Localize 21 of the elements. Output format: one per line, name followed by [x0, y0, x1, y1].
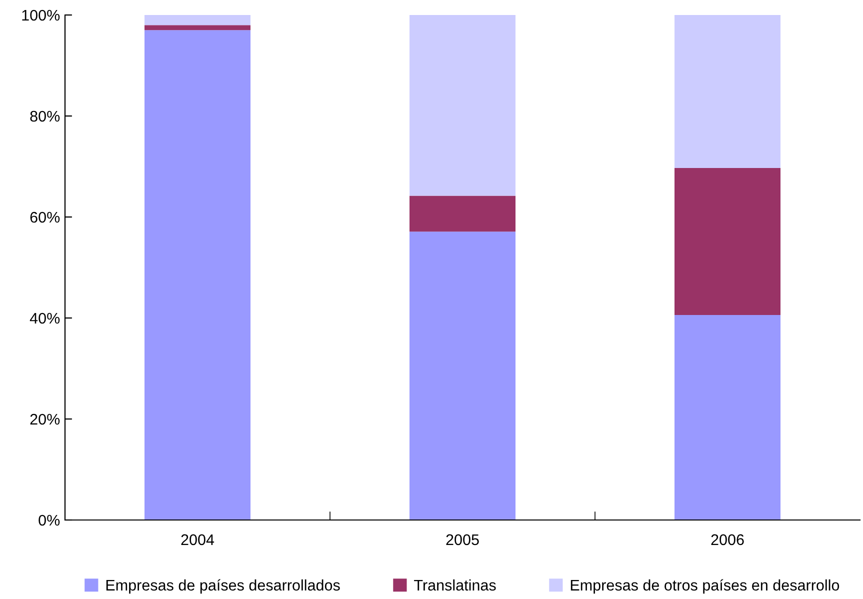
y-tick-label: 40% [30, 312, 60, 324]
bar [674, 15, 780, 168]
bar [144, 25, 250, 30]
bar [674, 314, 780, 520]
y-tick-label: 20% [30, 414, 60, 425]
bar [144, 30, 250, 520]
y-tick-label: 80% [30, 110, 60, 122]
x-tick-label: 2004 [181, 534, 214, 546]
legend-label: Empresas de otros países en desarrollo [570, 579, 840, 594]
y-tick-label: 100% [22, 10, 60, 21]
bar [410, 232, 516, 520]
y-tick-label: 60% [30, 212, 60, 223]
x-tick-label: 2006 [711, 534, 744, 546]
bar [410, 196, 516, 232]
x-tick-label: 2005 [446, 534, 479, 546]
legend-label: Translatinas [414, 579, 496, 591]
bar [410, 15, 516, 196]
y-tick-label: 0% [38, 514, 60, 526]
bar [144, 15, 250, 26]
bar [674, 168, 780, 315]
legend-label: Empresas de países desarrollados [106, 579, 340, 594]
